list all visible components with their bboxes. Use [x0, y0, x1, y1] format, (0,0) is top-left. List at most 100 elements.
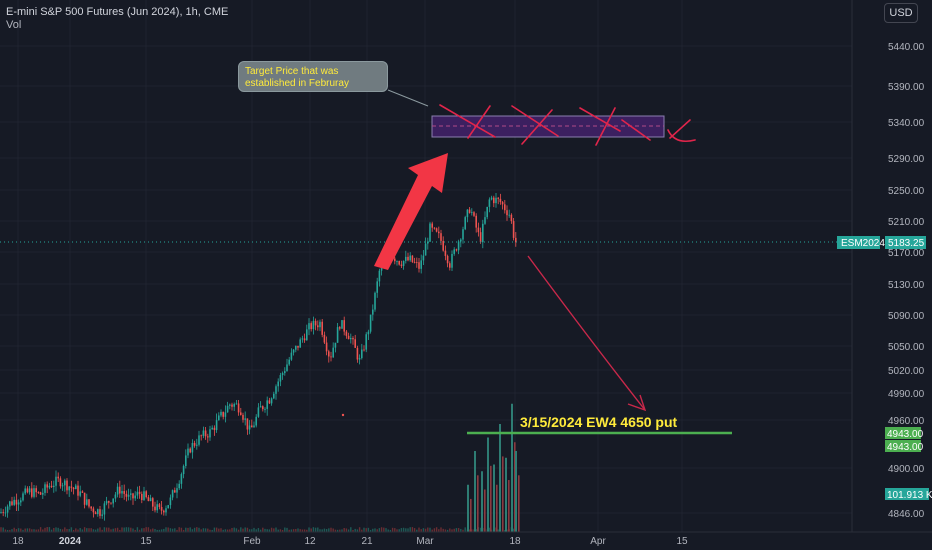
volume-bar [97, 528, 99, 532]
volume-bar [180, 527, 183, 532]
volume-bar [0, 527, 2, 532]
candle-body [345, 331, 348, 336]
volume-bar [345, 528, 348, 532]
volume-bar [442, 528, 444, 532]
volume-bar [385, 528, 387, 532]
volume-indicator-label: Vol [6, 19, 22, 31]
candle-body [26, 488, 29, 493]
candle-body [431, 223, 433, 228]
volume-bar [323, 528, 326, 532]
volume-bar [262, 527, 264, 532]
volume-bar [55, 527, 57, 532]
volume-bar [103, 527, 106, 532]
candle-body [299, 339, 301, 348]
candle-body [275, 386, 277, 394]
volume-bar [433, 528, 436, 532]
candle-body [466, 209, 469, 218]
candle-body [44, 484, 46, 493]
candle-body [50, 485, 53, 488]
volume-bar [2, 527, 4, 532]
symbol-title: E-mini S&P 500 Futures (Jun 2024), 1h, C… [6, 6, 229, 18]
volume-bar [464, 527, 466, 532]
volume-bar [202, 528, 205, 532]
candle-body [328, 351, 330, 357]
candle-body [268, 400, 271, 404]
candle-body [240, 412, 242, 415]
volume-bar [191, 529, 194, 532]
volume-bar [339, 529, 341, 532]
candle-body [222, 411, 224, 417]
volume-bar [336, 529, 339, 532]
candle-body [193, 442, 196, 446]
volume-bar [198, 527, 200, 532]
volume-bar [440, 527, 442, 532]
candle-body [99, 509, 101, 516]
volume-bar [275, 527, 277, 532]
volume-bar [90, 528, 92, 532]
volume-bar [470, 498, 472, 532]
volume-bar [132, 528, 134, 532]
y-tick-label: 5130.00 [888, 280, 925, 291]
volume-bar [240, 527, 242, 532]
volume-bar [387, 529, 389, 532]
candle-body [473, 212, 475, 216]
candle-body [277, 381, 279, 387]
candle-body [341, 320, 343, 329]
volume-bar [508, 480, 510, 532]
candle-body [405, 256, 407, 261]
y-tick-label: 5440.00 [888, 42, 925, 53]
stray-dot [341, 413, 345, 417]
candle-body [374, 292, 376, 310]
volume-bar [244, 527, 246, 532]
candle-body [440, 233, 442, 241]
volume-bar [143, 528, 145, 532]
volume-bar [474, 451, 476, 532]
candle-body [17, 502, 20, 505]
volume-bar [237, 529, 240, 532]
candle-body [83, 492, 86, 505]
volume-bar [290, 529, 293, 532]
support-price-tag-1: 4943.00 [887, 429, 924, 440]
volume-bar [75, 528, 77, 532]
candle-body [33, 488, 35, 497]
volume-bar [136, 527, 139, 532]
candle-body [266, 400, 268, 409]
volume-bar [48, 527, 51, 532]
candle-body [116, 486, 119, 495]
candle-body [237, 403, 240, 413]
candle-body [185, 455, 187, 467]
volume-bar [226, 529, 229, 532]
volume-bar [286, 527, 288, 532]
candle-body [482, 223, 484, 243]
volume-bar [299, 529, 301, 532]
volume-bar [295, 528, 297, 532]
volume-bar [354, 528, 356, 532]
candle-body [75, 485, 77, 490]
x-tick-label: 15 [140, 536, 152, 547]
x-tick-label: 21 [361, 536, 373, 547]
volume-bar [121, 527, 123, 532]
volume-bar [306, 529, 308, 532]
candle-body [143, 491, 145, 501]
volume-bar [70, 527, 73, 532]
candle-body [367, 331, 370, 335]
candle-body [365, 334, 367, 350]
volume-bar [380, 527, 383, 532]
x-tick-label: 12 [304, 536, 316, 547]
volume-bar [33, 529, 35, 532]
volume-bar [453, 528, 455, 532]
volume-bar [468, 529, 471, 532]
volume-bar [407, 528, 409, 532]
volume-bar [222, 529, 224, 532]
candle-body [163, 510, 165, 513]
currency-button[interactable]: USD [884, 3, 918, 23]
volume-bar [444, 529, 447, 532]
target-arrow [374, 153, 448, 270]
volume-bar [15, 529, 18, 532]
volume-bar [20, 528, 22, 532]
candle-body [165, 508, 167, 513]
candle-body [336, 327, 339, 343]
candle-body [411, 255, 414, 263]
chart-header: E-mini S&P 500 Futures (Jun 2024), 1h, C… [6, 6, 228, 32]
